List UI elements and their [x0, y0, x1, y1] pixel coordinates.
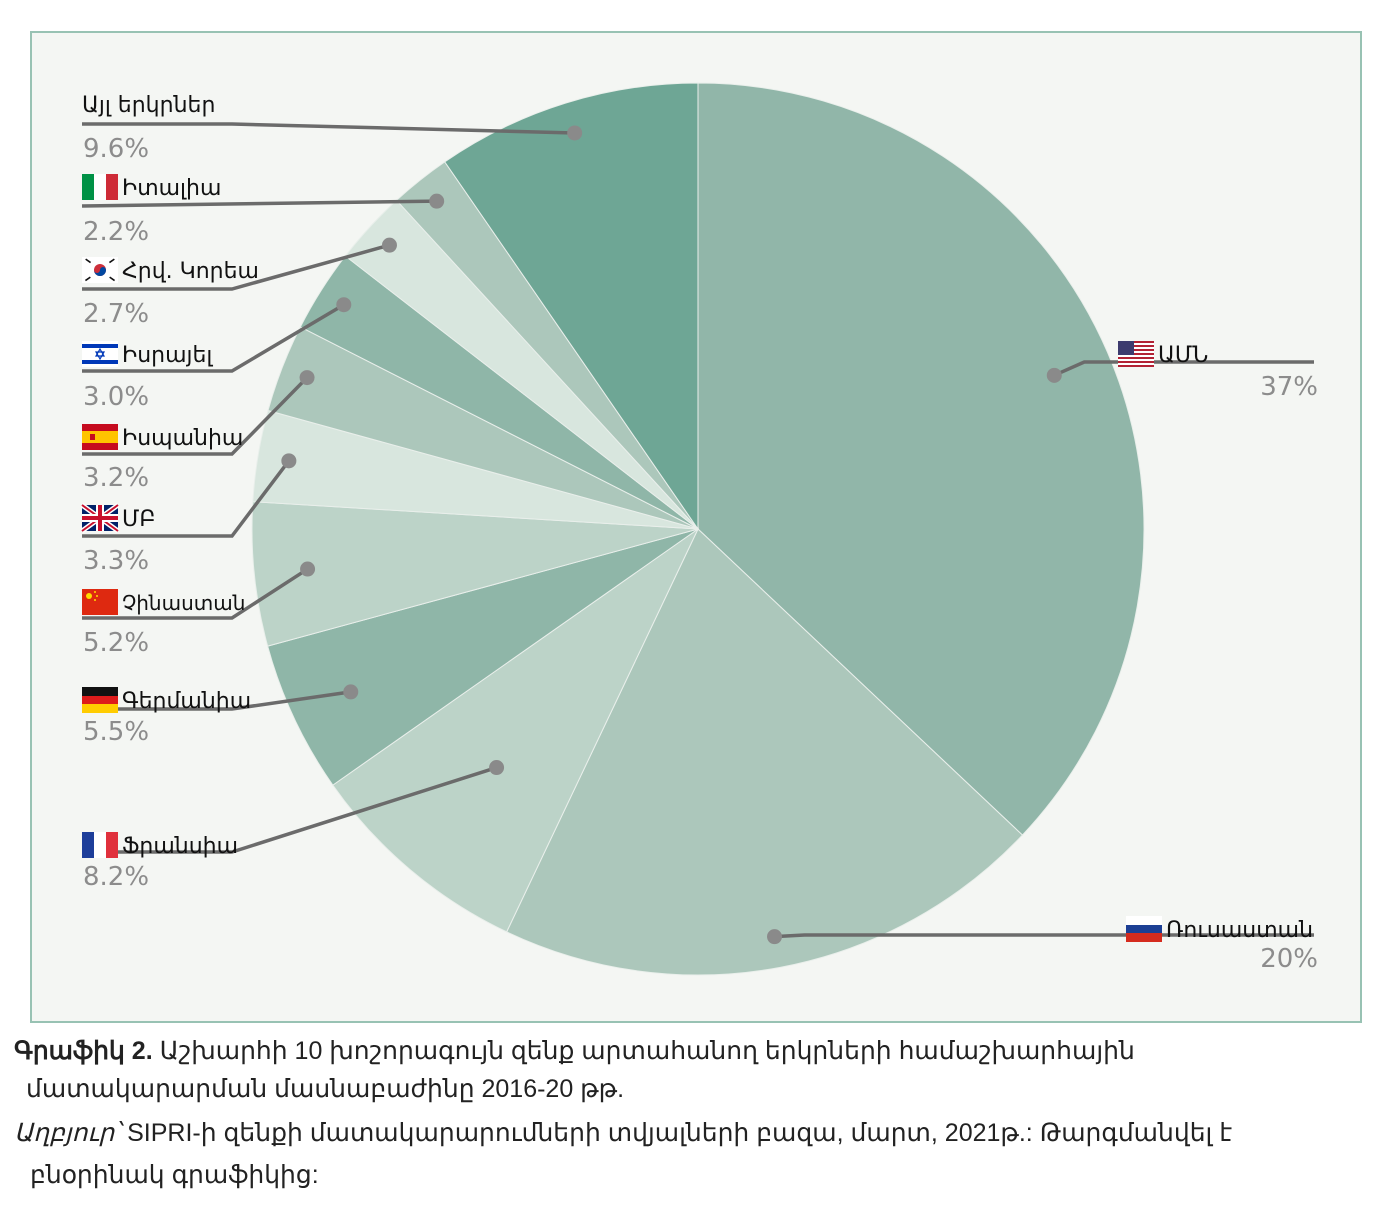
slice-value-6: 3.3% [83, 546, 149, 576]
slice-value-8: 3.0% [83, 382, 149, 412]
leader-dot-3 [489, 760, 505, 776]
leader-dot-10 [429, 193, 445, 209]
figure-caption-line1: Գրաֆիկ 2. Աշխարհի 10 խոշորագույն զենք ար… [14, 1036, 1135, 1066]
slice-label-8: Իսրայել [122, 343, 213, 368]
uk-flag-icon [82, 505, 118, 531]
slice-label-11: Այլ երկրներ [82, 93, 215, 118]
leader-dot-7 [299, 370, 315, 386]
leader-dot-4 [343, 684, 359, 700]
slice-value-9: 2.7% [83, 299, 149, 329]
leader-dot-2 [767, 929, 783, 945]
fr-flag-icon [82, 832, 118, 858]
figure-label: Գրաֆիկ 2. [14, 1037, 153, 1065]
slice-label-9: Հրվ. Կորեա [122, 259, 259, 284]
slice-value-10: 2.2% [83, 217, 149, 247]
figure-title-line2: մատակարարման մասնաբաժինը 2016-20 թթ. [26, 1075, 625, 1103]
slice-value-4: 5.5% [83, 717, 149, 747]
slice-label-2: Ռուսաստան [1166, 918, 1313, 943]
slice-label-5: Չինաստան [122, 591, 245, 615]
ru-flag-icon [1126, 916, 1162, 942]
leader-line-5 [82, 567, 309, 620]
pie-slice-4 [267, 528, 699, 786]
pie-slice-1 [697, 82, 1145, 836]
chart-frame: ԱՄՆ 37% Ռուսաստան 20% Ֆրանսիա 8.2% Գերմանիա 5.5… [30, 31, 1362, 1023]
slice-value-2: 20% [1260, 944, 1318, 974]
kr-flag-icon [82, 257, 118, 283]
pie-slices [251, 82, 1145, 976]
leader-line-6 [82, 459, 291, 538]
source-text-line1: SIPRI-ի զենքի մատակարարումների տվյալների… [127, 1119, 1233, 1147]
slice-label-10: Իտալիա [122, 176, 221, 201]
slice-value-3: 8.2% [83, 862, 149, 892]
leader-dot-6 [281, 453, 297, 469]
cn-flag-icon [82, 589, 118, 615]
pie-slice-3 [332, 527, 700, 933]
slice-label-6: ՄԲ [122, 507, 156, 532]
leader-line-4 [82, 690, 352, 711]
leader-dot-1 [1046, 367, 1062, 383]
it-flag-icon [82, 174, 118, 200]
leader-line-8 [82, 303, 345, 373]
slice-label-3: Ֆրանսիա [122, 834, 238, 859]
leader-line-1 [1053, 360, 1314, 377]
leader-dot-5 [300, 561, 316, 577]
slice-value-11: 9.6% [83, 134, 149, 164]
es-flag-icon [82, 424, 118, 450]
figure-title-line1: Աշխարհի 10 խոշորագույն զենք արտահանող եր… [159, 1037, 1135, 1065]
pie-slice-5 [251, 501, 699, 647]
leader-dot-8 [336, 297, 352, 313]
leader-line-10 [81, 199, 437, 208]
slice-label-1: ԱՄՆ [1158, 343, 1208, 368]
slice-value-5: 5.2% [83, 628, 149, 658]
slice-label-4: Գերմանիա [122, 689, 251, 714]
pie-slice-11 [444, 82, 699, 531]
slice-value-1: 37% [1260, 372, 1318, 402]
slice-value-7: 3.2% [83, 463, 149, 493]
source-line2: բնօրինակ գրաֆիկից: [30, 1161, 319, 1189]
leader-line-3 [82, 765, 498, 854]
us-flag-icon [1118, 341, 1154, 367]
leader-line-11 [82, 122, 575, 135]
pie-slice-2 [505, 528, 1024, 976]
leader-line-9 [82, 243, 390, 291]
de-flag-icon [82, 687, 118, 713]
leader-dot-9 [381, 237, 397, 253]
source-line1: Աղբյուր՝ SIPRI-ի զենքի մատակարարումների … [14, 1118, 1232, 1148]
slice-label-7: Իսպանիա [122, 426, 243, 451]
leader-line-7 [82, 376, 309, 456]
leader-dot-11 [567, 125, 583, 141]
source-label: Աղբյուր՝ [14, 1119, 121, 1147]
il-flag-icon [81, 340, 119, 368]
